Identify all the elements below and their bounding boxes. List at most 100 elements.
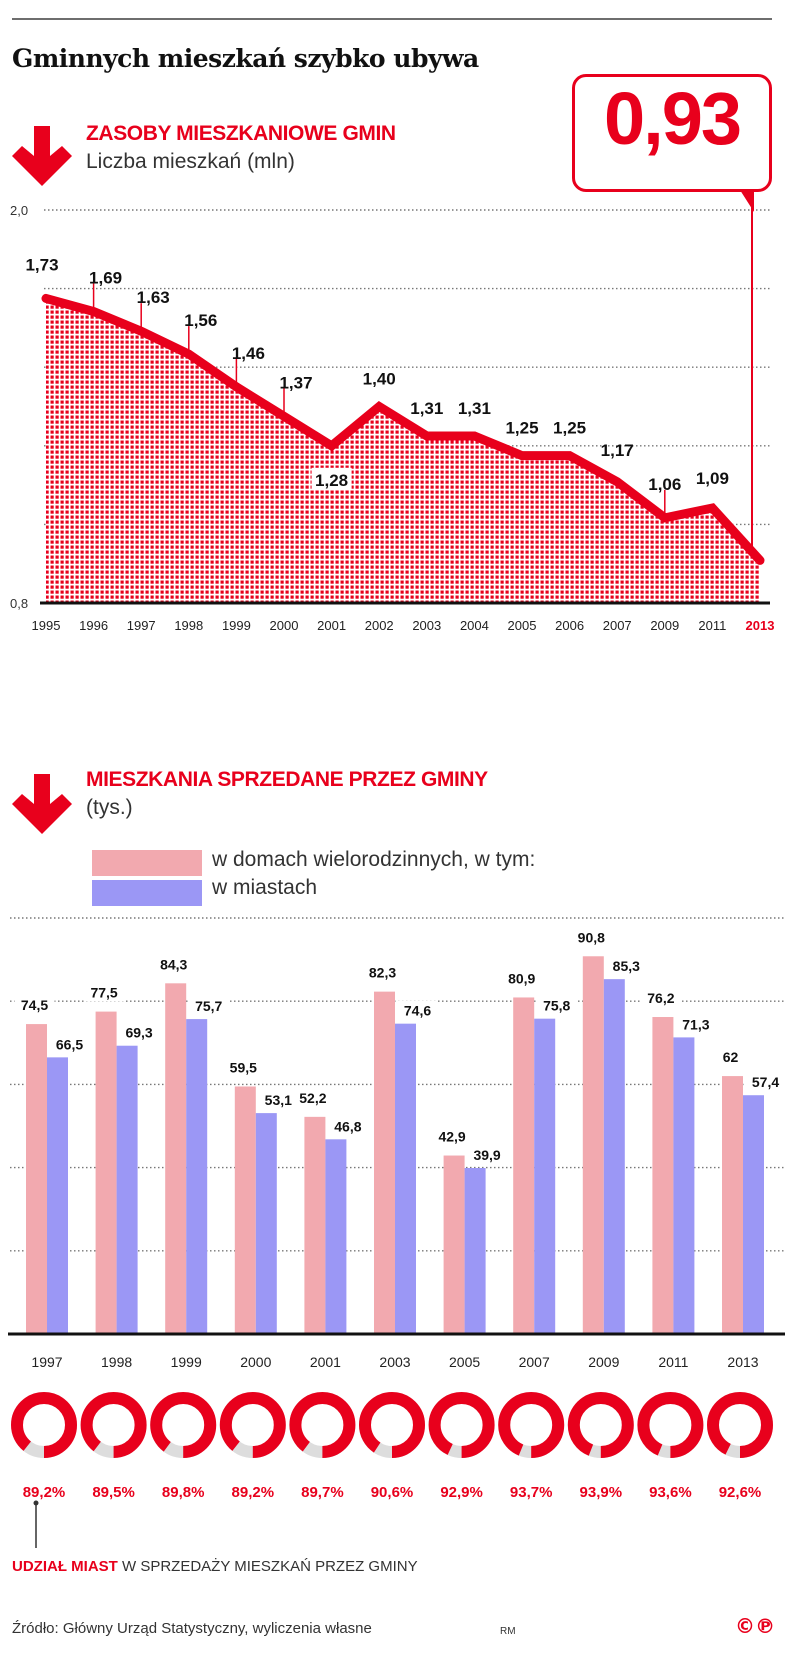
- callout-pointer-tip: [740, 190, 754, 212]
- data-label: 1,46: [232, 344, 265, 363]
- data-label: 1,28: [315, 471, 348, 490]
- data-point: [140, 330, 143, 333]
- data-label: 1,31: [458, 399, 491, 418]
- bar-multifamily: [165, 983, 187, 1334]
- label-background: [84, 982, 125, 1002]
- arrow-down-icon: [12, 126, 72, 186]
- label-background: [606, 956, 647, 976]
- data-point: [616, 480, 619, 483]
- legend-label-cities: w miastach: [212, 876, 318, 899]
- data-label: 1,31: [410, 399, 443, 418]
- x-tick-label: 2000: [270, 618, 299, 633]
- bar-multifamily: [582, 956, 604, 1334]
- x-tick-label: 1998: [174, 618, 203, 633]
- x-tick-label: 2001: [310, 1354, 341, 1370]
- data-label: 1,56: [184, 311, 217, 330]
- x-tick-label: 1998: [101, 1354, 132, 1370]
- bar-cities: [603, 979, 625, 1334]
- x-tick-label: 2003: [379, 1354, 410, 1370]
- data-label: 1,63: [137, 288, 170, 307]
- share-label: 89,2%: [23, 1484, 66, 1501]
- x-tick-label: 2005: [449, 1354, 480, 1370]
- bar-multifamily: [374, 991, 395, 1334]
- data-label: 66,5: [56, 1036, 83, 1052]
- x-tick-label: 2001: [317, 618, 346, 633]
- label-background: [675, 1014, 716, 1034]
- label-background: [745, 1072, 786, 1092]
- bar-multifamily: [443, 1155, 465, 1334]
- data-point: [92, 310, 95, 313]
- data-label: 1,25: [553, 419, 586, 438]
- data-label: 46,8: [334, 1118, 361, 1134]
- data-point: [663, 516, 666, 519]
- callout-box: [572, 74, 772, 192]
- bar-cities: [116, 1045, 138, 1334]
- x-tick-label: 2000: [240, 1354, 271, 1370]
- data-point: [187, 353, 190, 356]
- bar-multifamily: [513, 997, 535, 1334]
- data-point: [330, 444, 333, 447]
- bar-multifamily: [304, 1116, 326, 1334]
- data-label: 85,3: [613, 958, 640, 974]
- label-background: [397, 1000, 438, 1020]
- share-caption-rest: W SPRZEDAŻY MIESZKAŃ PRZEZ GMINY: [117, 1558, 418, 1575]
- label-background: [467, 1145, 508, 1165]
- data-label: 84,3: [160, 956, 187, 972]
- x-tick-label: 1996: [79, 618, 108, 633]
- share-label: 93,6%: [649, 1484, 692, 1501]
- x-tick-label: 2002: [365, 618, 394, 633]
- label-background: [362, 962, 403, 982]
- arrow-down-icon: [12, 774, 72, 834]
- section1-title: ZASOBY MIESZKANIOWE GMIN: [86, 122, 396, 145]
- label-background: [188, 996, 229, 1016]
- callout-value: 0,93: [603, 77, 742, 160]
- area-fill: [46, 298, 760, 603]
- data-label: 75,7: [195, 998, 222, 1014]
- data-point: [45, 297, 47, 300]
- x-tick-label: 2007: [519, 1354, 550, 1370]
- donut-share-arc: [11, 1392, 77, 1458]
- legend-swatch-cities: [92, 880, 202, 906]
- data-label: 59,5: [230, 1059, 257, 1075]
- data-label: 1,06: [648, 475, 681, 494]
- x-tick-label: 2005: [508, 618, 537, 633]
- data-label: 90,8: [578, 929, 605, 945]
- bar-cities: [743, 1095, 764, 1334]
- label-background: [153, 954, 194, 974]
- label-background: [432, 1126, 473, 1146]
- bar-multifamily: [652, 1017, 674, 1334]
- data-label: 75,8: [543, 998, 570, 1014]
- data-label: 1,17: [601, 441, 634, 460]
- share-label: 89,2%: [232, 1484, 275, 1501]
- data-point: [521, 454, 523, 457]
- bar-multifamily: [722, 1076, 743, 1334]
- author-initials: RM: [500, 1626, 516, 1637]
- share-label: 89,8%: [162, 1484, 205, 1501]
- x-tick-label: 1999: [222, 618, 251, 633]
- x-tick-label: 2009: [650, 618, 679, 633]
- x-tick-label: 2007: [603, 618, 632, 633]
- data-label: 57,4: [752, 1074, 779, 1090]
- data-point: [378, 405, 381, 408]
- x-tick-label: 1999: [171, 1354, 202, 1370]
- share-label: 89,7%: [301, 1484, 344, 1501]
- donut-share-arc: [219, 1392, 286, 1458]
- share-caption: UDZIAŁ MIAST W SPRZEDAŻY MIESZKAŃ PRZEZ …: [12, 1558, 418, 1575]
- share-pointer-dot: [33, 1500, 39, 1506]
- data-label: 62: [723, 1049, 739, 1065]
- data-label: 71,3: [682, 1016, 709, 1032]
- data-label: 82,3: [369, 965, 396, 981]
- label-background: [536, 995, 577, 1015]
- donut-share-arc: [567, 1392, 634, 1458]
- label-background: [119, 1022, 160, 1042]
- x-tick-label: 2013: [727, 1354, 758, 1370]
- data-label: 1,09: [696, 469, 729, 488]
- data-point: [759, 559, 761, 562]
- label-background: [640, 988, 681, 1008]
- data-label: 52,2: [299, 1090, 326, 1106]
- x-tick-label: 2011: [658, 1354, 688, 1370]
- label-background: [292, 1087, 333, 1107]
- donut-share-arc: [498, 1392, 565, 1458]
- data-point: [711, 507, 714, 510]
- label-background: [710, 1047, 751, 1067]
